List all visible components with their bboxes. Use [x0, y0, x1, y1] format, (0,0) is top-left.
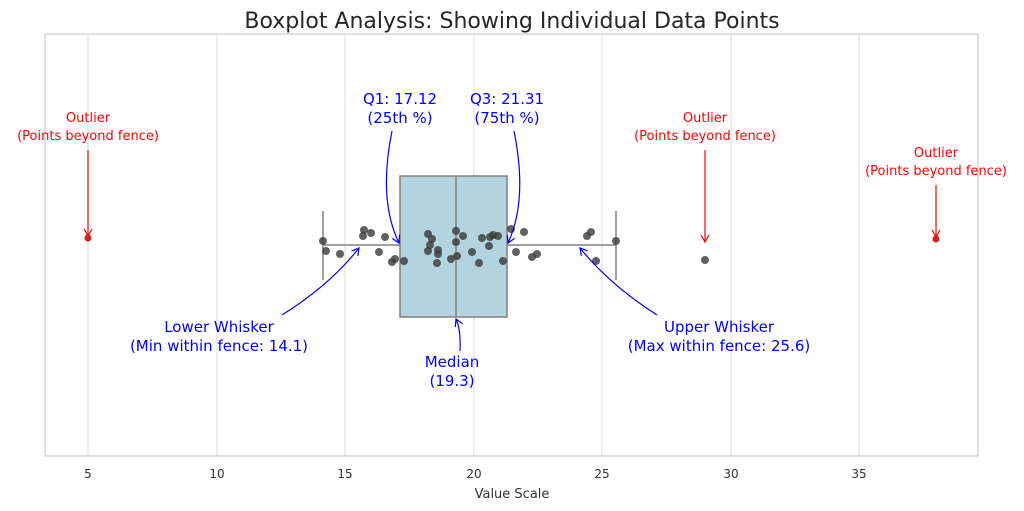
annotation-q3: Q3: 21.31 (75th %) [470, 90, 544, 245]
svg-text:10: 10 [209, 467, 224, 481]
svg-text:Lower Whisker: Lower Whisker [164, 318, 274, 336]
svg-text:(75th %): (75th %) [474, 109, 539, 127]
svg-text:(Points beyond fence): (Points beyond fence) [634, 129, 776, 144]
annotation-lower-whisker: Lower Whisker (Min within fence: 14.1) [130, 247, 360, 355]
svg-text:Outlier: Outlier [683, 111, 728, 126]
svg-text:(19.3): (19.3) [429, 372, 474, 390]
svg-text:Outlier: Outlier [914, 146, 959, 161]
annotation-outlier-5: Outlier (Points beyond fence) [17, 111, 159, 238]
svg-text:(Min within fence: 14.1): (Min within fence: 14.1) [130, 337, 308, 355]
svg-text:(Points beyond fence): (Points beyond fence) [17, 129, 159, 144]
outlier-markers [84, 234, 940, 243]
annotation-median: Median (19.3) [425, 317, 480, 390]
x-axis-label: Value Scale [475, 487, 550, 502]
chart-title: Boxplot Analysis: Showing Individual Dat… [244, 9, 779, 34]
svg-text:20: 20 [466, 467, 481, 481]
svg-text:Outlier: Outlier [66, 111, 111, 126]
svg-text:(Max within fence: 25.6): (Max within fence: 25.6) [628, 337, 810, 355]
annotation-q1: Q1: 17.12 (25th %) [363, 90, 437, 245]
svg-text:(25th %): (25th %) [367, 109, 432, 127]
data-points [319, 225, 709, 267]
svg-text:Q1: 17.12: Q1: 17.12 [363, 90, 437, 108]
svg-text:30: 30 [723, 467, 738, 481]
annotation-outlier-29: Outlier (Points beyond fence) [634, 111, 776, 244]
annotation-outlier-38: Outlier (Points beyond fence) [865, 146, 1007, 239]
whiskers [322, 211, 617, 280]
svg-text:Q3: 21.31: Q3: 21.31 [470, 90, 544, 108]
svg-text:15: 15 [337, 467, 352, 481]
svg-text:5: 5 [84, 467, 92, 481]
x-axis-ticks: 5 10 15 20 25 30 35 [84, 467, 866, 481]
annotation-upper-whisker: Upper Whisker (Max within fence: 25.6) [579, 247, 810, 355]
svg-text:25: 25 [594, 467, 609, 481]
svg-text:Upper Whisker: Upper Whisker [664, 318, 775, 336]
plot-frame [44, 33, 979, 457]
svg-text:(Points beyond fence): (Points beyond fence) [865, 164, 1007, 179]
svg-text:35: 35 [851, 467, 866, 481]
svg-text:Median: Median [425, 353, 480, 371]
